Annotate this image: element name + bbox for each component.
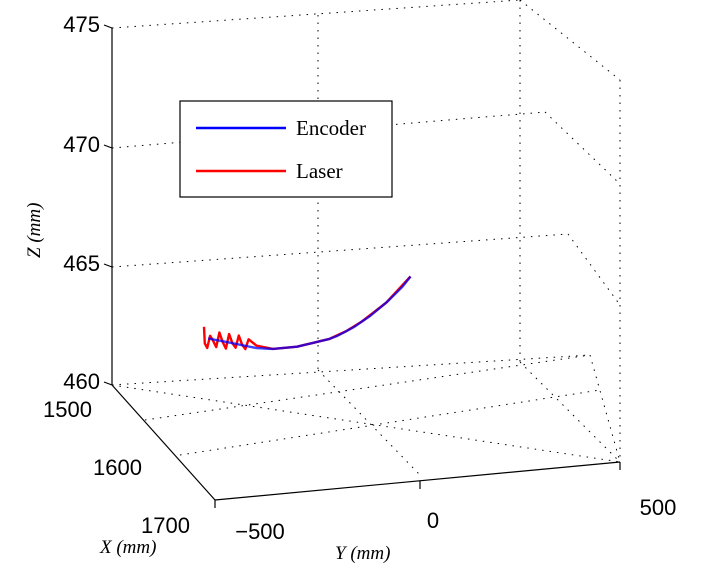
x-axis-line bbox=[111, 384, 216, 501]
y-tick-label: 500 bbox=[640, 495, 677, 520]
x-tick-label: 1600 bbox=[93, 455, 142, 480]
legend-label-encoder: Encoder bbox=[296, 116, 366, 140]
series-line-laser bbox=[202, 275, 412, 351]
y-tick-label: 0 bbox=[427, 508, 439, 533]
legend-box bbox=[179, 100, 393, 198]
series-line-encoder bbox=[207, 275, 412, 351]
z-axis-label: Z (mm) bbox=[24, 203, 45, 258]
legend-label-laser: Laser bbox=[296, 159, 343, 183]
y-axis-label: Y (mm) bbox=[335, 543, 390, 564]
z-tick-label: 475 bbox=[63, 12, 100, 37]
x-tick-label: 1500 bbox=[43, 397, 92, 422]
series-layer bbox=[202, 275, 412, 351]
legend: Encoder Laser bbox=[179, 100, 393, 198]
x-tick-labels: 1500 1600 1700 bbox=[43, 397, 190, 538]
y-axis-line bbox=[214, 461, 621, 501]
y-tick-labels: −500 0 500 bbox=[235, 495, 676, 544]
z-tick-labels: 475 470 465 460 bbox=[63, 12, 100, 394]
y-tick-label: −500 bbox=[235, 519, 285, 544]
z-tick-label: 465 bbox=[63, 251, 100, 276]
grid-lines bbox=[111, 0, 621, 476]
x-axis-label: X (mm) bbox=[99, 537, 156, 558]
z-tick-label: 470 bbox=[63, 132, 100, 157]
axes bbox=[103, 24, 621, 508]
x-tick-label: 1700 bbox=[141, 513, 190, 538]
z-tick-label: 460 bbox=[63, 369, 100, 394]
